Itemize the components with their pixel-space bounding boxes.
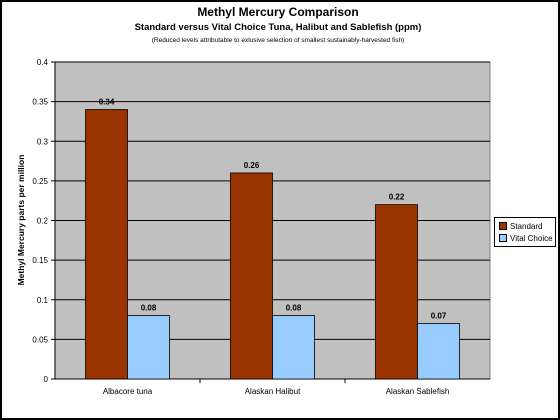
data-label: 0.34 bbox=[99, 98, 115, 107]
legend-label-standard: Standard bbox=[510, 221, 543, 231]
legend-item-standard: Standard bbox=[499, 221, 542, 231]
data-label: 0.08 bbox=[141, 304, 157, 313]
y-tick-label: 0.25 bbox=[32, 177, 48, 186]
y-tick-label: 0.3 bbox=[37, 137, 49, 146]
data-label: 0.26 bbox=[244, 161, 260, 170]
x-tick-label: Albacore tuna bbox=[103, 387, 153, 396]
y-axis-label: Methyl Mercury parts per million bbox=[16, 154, 26, 286]
legend-swatch-standard bbox=[499, 222, 507, 230]
y-tick-label: 0.2 bbox=[37, 217, 49, 226]
data-label: 0.07 bbox=[431, 312, 447, 321]
y-tick-label: 0.15 bbox=[32, 256, 48, 265]
legend: Standard Vital Choice bbox=[494, 217, 556, 247]
bar-vital-choice-0 bbox=[127, 315, 170, 380]
chart-note: (Reduced levels attributable to exlusive… bbox=[151, 37, 405, 44]
y-tick-label: 0.1 bbox=[37, 296, 49, 305]
y-tick-label: 0.35 bbox=[32, 98, 48, 107]
legend-swatch-vital-choice bbox=[499, 234, 507, 242]
bar-standard-2 bbox=[375, 204, 418, 380]
data-label: 0.22 bbox=[389, 193, 405, 202]
x-tick-label: Alaskan Halibut bbox=[245, 387, 301, 396]
legend-item-vital-choice: Vital Choice bbox=[499, 233, 553, 243]
x-tick-label: Alaskan Sablefish bbox=[386, 387, 450, 396]
y-tick-label: 0.05 bbox=[32, 335, 48, 344]
y-axis-label-area: Methyl Mercury parts per million bbox=[2, 60, 40, 380]
chart-subtitle: Standard versus Vital Choice Tuna, Halib… bbox=[134, 22, 422, 33]
y-tick-label: 0 bbox=[44, 375, 49, 384]
legend-label-vital-choice: Vital Choice bbox=[510, 233, 553, 243]
y-tick-label: 0.4 bbox=[37, 58, 49, 67]
bar-standard-1 bbox=[230, 172, 273, 380]
data-label: 0.08 bbox=[286, 304, 302, 313]
bar-vital-choice-1 bbox=[272, 315, 315, 380]
chart-title: Methyl Mercury Comparison bbox=[197, 5, 359, 19]
bar-vital-choice-2 bbox=[417, 323, 460, 380]
bar-standard-0 bbox=[85, 109, 128, 380]
